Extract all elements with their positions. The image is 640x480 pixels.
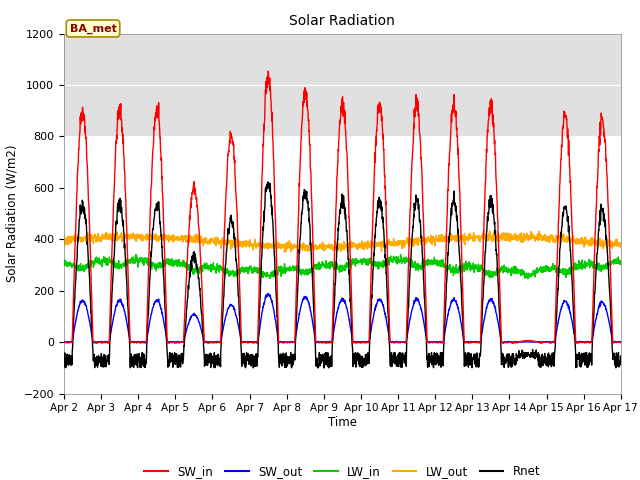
SW_out: [617, 339, 625, 345]
SW_out: [568, 319, 576, 324]
LW_out: [480, 228, 488, 233]
SW_out: [508, 340, 516, 346]
LW_out: [505, 238, 513, 243]
SW_in: [60, 339, 68, 345]
LW_in: [504, 265, 512, 271]
Rnet: [250, 365, 257, 371]
Rnet: [505, 361, 513, 367]
LW_in: [397, 252, 404, 257]
LW_in: [358, 257, 366, 263]
SW_out: [216, 340, 223, 346]
LW_out: [216, 241, 223, 247]
LW_in: [568, 264, 576, 269]
Title: Solar Radiation: Solar Radiation: [289, 14, 396, 28]
Line: LW_in: LW_in: [64, 254, 621, 278]
SW_out: [584, 339, 591, 345]
SW_in: [617, 339, 625, 345]
LW_out: [617, 244, 625, 250]
LW_in: [216, 269, 223, 275]
SW_in: [568, 218, 575, 224]
LW_out: [281, 250, 289, 255]
Y-axis label: Solar Radiation (W/m2): Solar Radiation (W/m2): [5, 145, 18, 282]
Rnet: [371, 232, 379, 238]
SW_out: [371, 307, 379, 313]
Rnet: [60, 360, 68, 366]
Rnet: [617, 356, 625, 362]
LW_in: [524, 276, 532, 281]
SW_out: [359, 339, 367, 345]
SW_in: [371, 162, 379, 168]
SW_in: [584, 339, 591, 345]
LW_in: [617, 259, 625, 265]
SW_out: [264, 290, 272, 296]
Legend: SW_in, SW_out, LW_in, LW_out, Rnet: SW_in, SW_out, LW_in, LW_out, Rnet: [140, 461, 545, 480]
Line: SW_out: SW_out: [64, 293, 621, 343]
LW_in: [371, 262, 378, 267]
LW_out: [371, 243, 379, 249]
Text: BA_met: BA_met: [70, 24, 116, 34]
SW_out: [60, 339, 68, 345]
LW_out: [60, 233, 68, 239]
Rnet: [568, 278, 576, 284]
LW_out: [568, 237, 576, 242]
SW_in: [359, 339, 367, 345]
Rnet: [264, 179, 272, 185]
Bar: [64, 34, 621, 136]
SW_in: [216, 339, 223, 345]
Rnet: [584, 361, 591, 367]
Rnet: [359, 362, 367, 368]
Rnet: [216, 356, 223, 362]
SW_in: [504, 339, 512, 345]
Line: LW_out: LW_out: [64, 230, 621, 252]
SW_out: [504, 338, 512, 344]
LW_in: [584, 261, 591, 266]
X-axis label: Time: Time: [328, 416, 357, 429]
LW_out: [359, 241, 367, 247]
LW_out: [584, 238, 591, 244]
Line: SW_in: SW_in: [64, 71, 621, 342]
Line: Rnet: Rnet: [64, 182, 621, 368]
LW_in: [60, 260, 68, 265]
SW_in: [264, 68, 272, 74]
